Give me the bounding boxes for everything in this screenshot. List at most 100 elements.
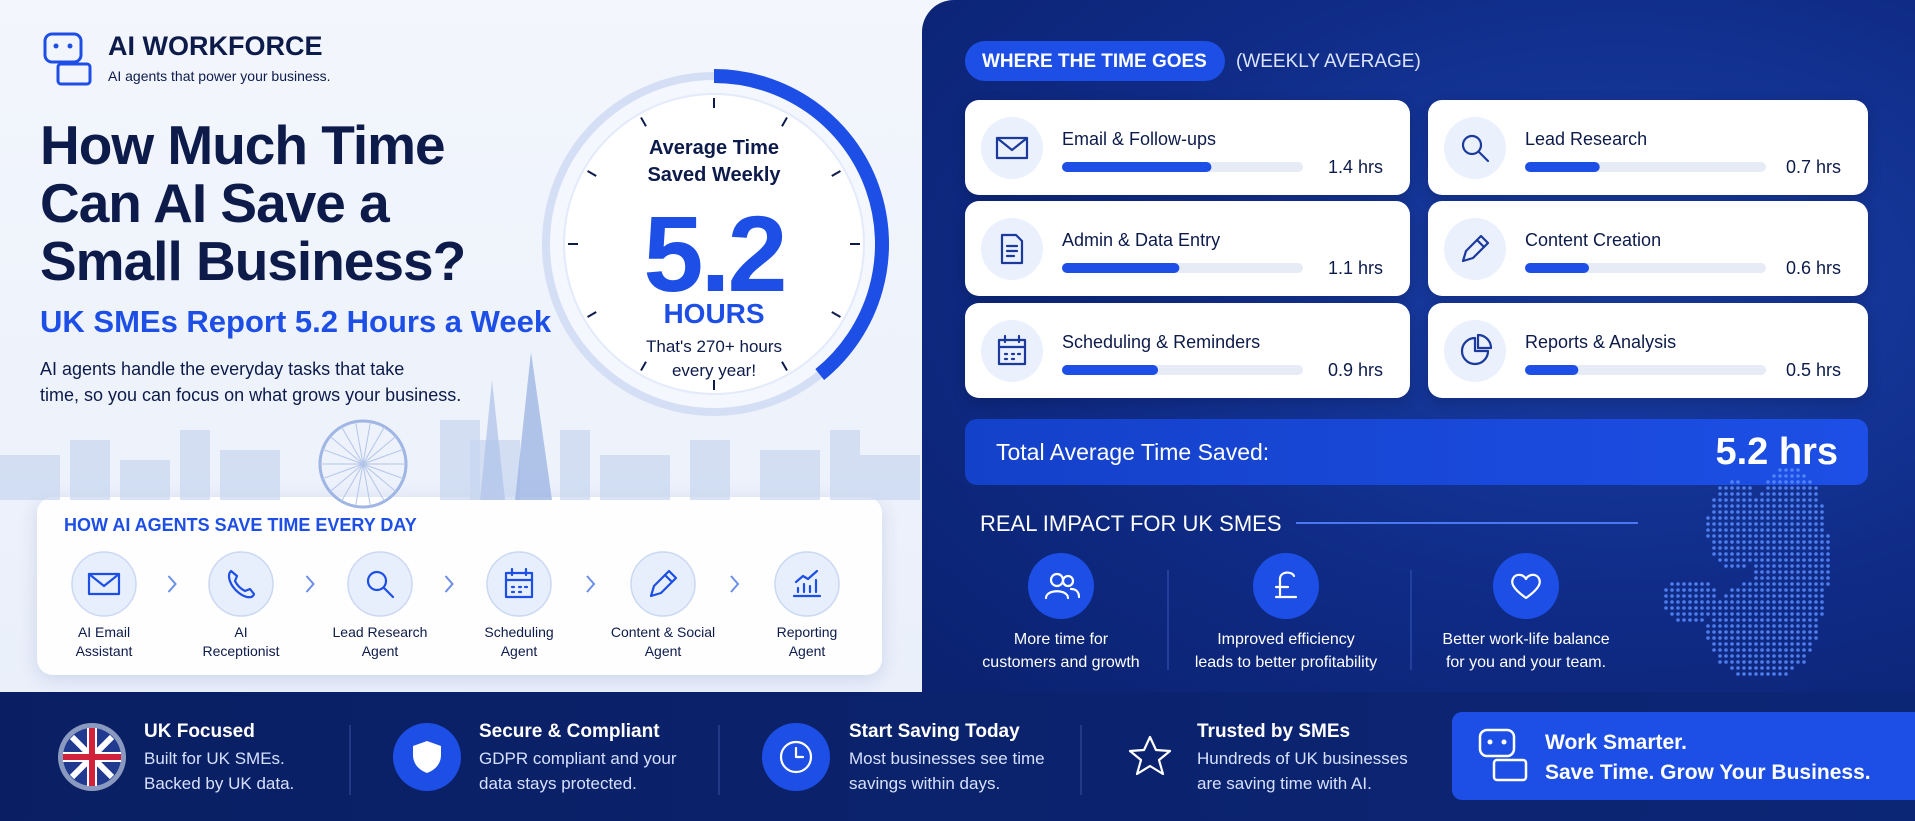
time-value: 0.7 hrs — [1785, 157, 1841, 177]
map-dot — [1784, 618, 1788, 622]
map-dot — [1826, 558, 1830, 562]
map-dot — [1802, 588, 1806, 592]
map-dot — [1766, 642, 1770, 646]
agent-label: Agent — [788, 643, 826, 659]
map-dot — [1742, 636, 1746, 640]
map-dot — [1730, 504, 1734, 508]
map-dot — [1778, 558, 1782, 562]
map-dot — [1712, 612, 1716, 616]
icon-glyph — [1044, 572, 1081, 600]
map-dot — [1796, 612, 1800, 616]
map-dot — [1718, 516, 1722, 520]
hero-title: How Much Time — [40, 114, 446, 176]
breakdown-subtitle: (WEEKLY AVERAGE) — [1236, 51, 1421, 72]
map-dot — [1766, 672, 1770, 676]
map-dot — [1814, 624, 1818, 628]
skyline-eye-spoke — [329, 463, 364, 493]
skyline-eye-spoke — [362, 421, 371, 465]
cta-robot-eye — [1487, 739, 1493, 745]
map-dot — [1670, 588, 1674, 592]
skyline-building — [760, 450, 820, 500]
map-dot — [1778, 654, 1782, 658]
map-dot — [1814, 612, 1818, 616]
gauge-note: That's 270+ hours — [645, 337, 783, 356]
map-dot — [1748, 666, 1752, 670]
time-value: 0.5 hrs — [1785, 360, 1841, 380]
map-dot — [1790, 552, 1794, 556]
cta-text: Save Time. Grow Your Business. — [1545, 761, 1871, 784]
map-dot — [1778, 468, 1782, 472]
map-dot — [1700, 594, 1704, 598]
map-dot — [1778, 612, 1782, 616]
map-dot — [1718, 558, 1722, 562]
map-dot — [1766, 498, 1770, 502]
map-dot — [1754, 630, 1758, 634]
map-dot — [1826, 534, 1830, 538]
map-dot — [1724, 534, 1728, 538]
map-dot — [1724, 648, 1728, 652]
map-dot — [1742, 582, 1746, 586]
agent-arrow — [305, 575, 315, 593]
map-dot — [1808, 510, 1812, 514]
map-dot — [1790, 534, 1794, 538]
map-dot — [1754, 606, 1758, 610]
map-dot — [1784, 468, 1788, 472]
map-dot — [1790, 468, 1794, 472]
map-dot — [1808, 576, 1812, 580]
map-dot — [1754, 558, 1758, 562]
icon-glyph — [228, 569, 256, 599]
map-dot — [1790, 630, 1794, 634]
map-dot — [1730, 552, 1734, 556]
map-dot — [1784, 648, 1788, 652]
icon-stroke — [997, 338, 1027, 366]
map-dot — [1826, 570, 1830, 574]
map-dot — [1784, 606, 1788, 610]
map-dot — [1736, 534, 1740, 538]
map-dot — [1766, 552, 1770, 556]
map-dot — [1742, 672, 1746, 676]
map-dot — [1748, 648, 1752, 652]
map-dot — [1808, 648, 1812, 652]
map-dot — [1766, 576, 1770, 580]
map-dot — [1802, 534, 1806, 538]
map-dot — [1742, 486, 1746, 490]
icon-glyph — [649, 569, 678, 598]
bar-track — [1525, 365, 1766, 375]
map-dot — [1742, 504, 1746, 508]
total-label: Total Average Time Saved: — [996, 439, 1270, 465]
footer-text: Backed by UK data. — [144, 774, 295, 793]
brand-tagline: AI agents that power your business. — [108, 68, 331, 84]
map-dot — [1736, 666, 1740, 670]
map-dot — [1790, 606, 1794, 610]
map-dot — [1784, 594, 1788, 598]
map-dot — [1730, 558, 1734, 562]
map-dot — [1820, 600, 1824, 604]
agent-label: Scheduling — [484, 624, 554, 640]
map-dot — [1808, 612, 1812, 616]
map-dot — [1802, 654, 1806, 658]
map-dot — [1808, 600, 1812, 604]
map-dot — [1778, 474, 1782, 478]
map-dot — [1742, 606, 1746, 610]
icon-stroke — [228, 569, 256, 599]
map-dot — [1814, 516, 1818, 520]
map-dot — [1712, 534, 1716, 538]
icon-stroke — [649, 569, 678, 598]
map-dot — [1760, 528, 1764, 532]
map-dot — [1736, 618, 1740, 622]
map-dot — [1772, 498, 1776, 502]
map-dot — [1760, 606, 1764, 610]
map-dot — [1700, 606, 1704, 610]
map-dot — [1790, 588, 1794, 592]
map-dot — [1760, 666, 1764, 670]
agent-icon-bg — [486, 551, 552, 617]
map-dot — [1808, 630, 1812, 634]
icon-glyph — [995, 136, 1029, 160]
hero-description: AI agents handle the everyday tasks that… — [40, 359, 405, 379]
map-dot — [1730, 510, 1734, 514]
map-dot — [1772, 534, 1776, 538]
map-dot — [1730, 648, 1734, 652]
map-dot — [1742, 630, 1746, 634]
map-dot — [1712, 522, 1716, 526]
